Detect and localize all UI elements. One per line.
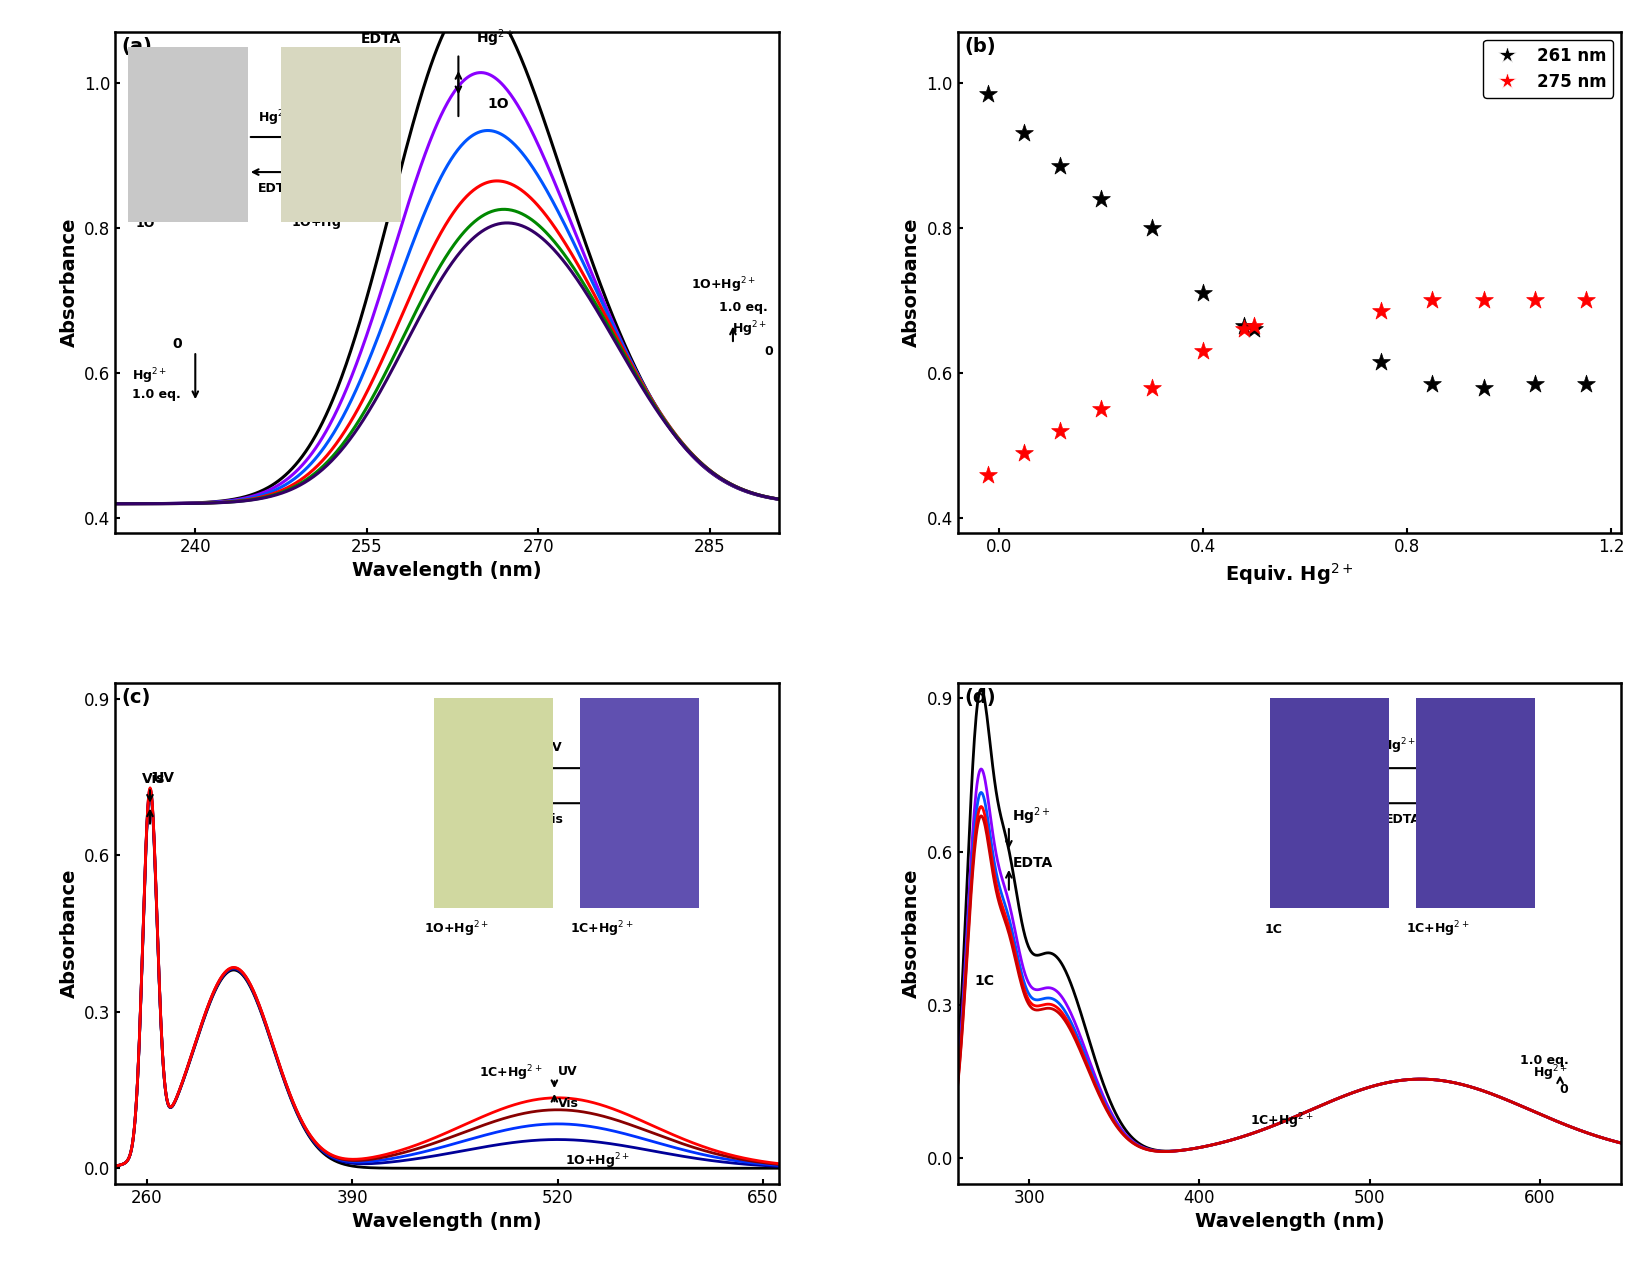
Text: 1C+Hg$^{2+}$: 1C+Hg$^{2+}$ [1406,919,1470,939]
Point [1231,316,1258,336]
Text: 1.0 eq.: 1.0 eq. [1519,1054,1569,1067]
Y-axis label: Absorbance: Absorbance [59,868,79,998]
Text: EDTA: EDTA [1384,813,1420,826]
Text: 0: 0 [173,336,183,350]
Point [1419,374,1445,395]
Text: Hg$^{2+}$: Hg$^{2+}$ [132,367,168,386]
Text: Vis: Vis [142,773,165,787]
Text: UV: UV [543,741,563,754]
Point [1190,341,1216,362]
Point [1190,283,1216,303]
Point [1139,377,1165,397]
Text: (c): (c) [122,687,151,707]
Point [1419,290,1445,311]
Point [1572,374,1598,395]
Point [1368,351,1394,372]
Text: 1O: 1O [487,97,509,111]
Text: 1C+Hg$^{2+}$: 1C+Hg$^{2+}$ [1251,1111,1314,1130]
Text: 0: 0 [1560,1083,1569,1096]
Text: Hg$^{2+}$: Hg$^{2+}$ [258,108,293,127]
Text: 1O: 1O [135,218,155,230]
Text: 1C: 1C [1264,923,1282,937]
Point [1521,374,1547,395]
Point [1047,155,1073,176]
Point [1368,302,1394,322]
X-axis label: Wavelength (nm): Wavelength (nm) [352,1212,542,1231]
Text: Hg$^{2+}$: Hg$^{2+}$ [1381,737,1416,756]
Text: 1C+Hg$^{2+}$: 1C+Hg$^{2+}$ [479,1063,542,1082]
Point [1572,290,1598,311]
Y-axis label: Absorbance: Absorbance [59,218,79,348]
Text: EDTA: EDTA [1012,855,1052,869]
Legend: 261 nm, 275 nm: 261 nm, 275 nm [1483,41,1613,98]
Text: Hg$^{2+}$: Hg$^{2+}$ [476,27,514,48]
Text: EDTA: EDTA [360,32,402,46]
X-axis label: Wavelength (nm): Wavelength (nm) [352,561,542,580]
Point [1470,377,1496,397]
Text: EDTA: EDTA [258,182,295,195]
Text: 1O+Hg$^{2+}$: 1O+Hg$^{2+}$ [291,214,356,233]
Text: (b): (b) [965,37,996,56]
Text: (d): (d) [965,687,996,707]
Text: Hg$^{2+}$: Hg$^{2+}$ [732,320,767,339]
Y-axis label: Absorbance: Absorbance [902,218,922,348]
Point [976,83,1002,103]
Point [1241,316,1267,336]
Point [1011,123,1037,144]
Text: Vis: Vis [543,813,565,826]
Text: UV: UV [558,1066,578,1078]
Point [1241,320,1267,340]
Point [1047,421,1073,442]
Text: Vis: Vis [558,1096,578,1110]
Text: 1O+Hg$^{2+}$: 1O+Hg$^{2+}$ [565,1152,629,1171]
Point [1011,443,1037,463]
Point [1231,320,1258,340]
Text: 1.0 eq.: 1.0 eq. [132,388,181,401]
Point [976,465,1002,485]
Text: 1C+Hg$^{2+}$: 1C+Hg$^{2+}$ [570,919,634,939]
Text: Hg$^{2+}$: Hg$^{2+}$ [1534,1064,1569,1083]
Point [1470,290,1496,311]
Text: UV: UV [153,771,174,785]
Text: 0: 0 [764,345,774,358]
Text: 1.0 eq.: 1.0 eq. [719,302,767,314]
Point [1088,400,1114,420]
Text: (a): (a) [122,37,153,56]
Text: 1O+Hg$^{2+}$: 1O+Hg$^{2+}$ [691,276,756,295]
Text: 1O+Hg$^{2+}$: 1O+Hg$^{2+}$ [423,919,489,939]
X-axis label: Wavelength (nm): Wavelength (nm) [1195,1212,1384,1231]
Point [1521,290,1547,311]
Point [1139,218,1165,238]
Text: Hg$^{2+}$: Hg$^{2+}$ [1012,806,1052,827]
Text: 1C: 1C [974,974,994,988]
X-axis label: Equiv. Hg$^{2+}$: Equiv. Hg$^{2+}$ [1225,561,1355,587]
Point [1088,188,1114,209]
Y-axis label: Absorbance: Absorbance [902,868,922,998]
